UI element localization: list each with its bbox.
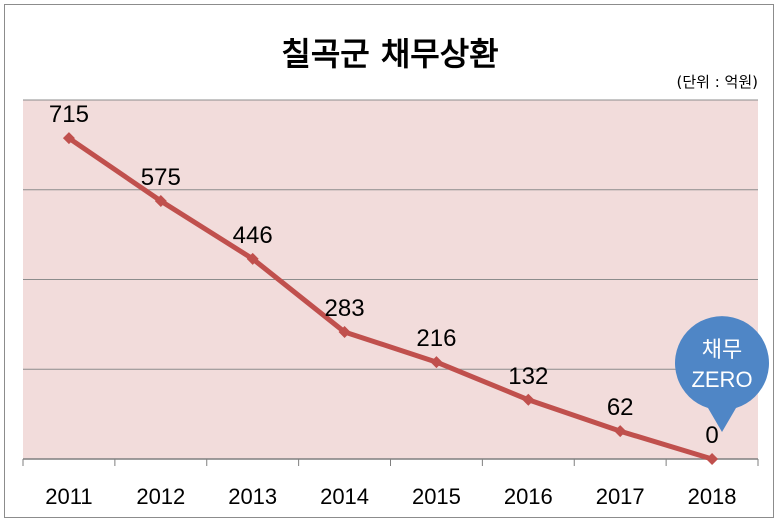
chart-title: 칠곡군 채무상환 [281,35,498,73]
data-label: 446 [233,222,273,249]
x-tick-label: 2014 [320,484,369,509]
x-tick-label: 2017 [596,484,645,509]
series-line [67,136,713,462]
data-point [430,356,443,369]
callout-line1: 채무 [702,338,742,363]
x-axis [22,458,759,466]
data-label: 62 [607,394,634,421]
data-point [706,453,719,465]
data-label: 0 [705,422,718,449]
data-point [338,326,351,339]
data-point [246,252,259,265]
callout-bubble: 채무 ZERO [675,316,769,432]
data-label: 283 [325,295,365,322]
chart-frame: 칠곡군 채무상환 (단위 : 억원) 715 575 446 283 216 132 62 0… [4,4,774,518]
x-tick-labels: 2011 2012 2013 2014 2015 2016 2017 2018 [45,484,736,509]
unit-label: (단위 : 억원) [677,73,759,91]
x-tick-label: 2015 [412,484,461,509]
data-label: 575 [141,164,181,191]
data-point [62,132,75,145]
series-markers [62,132,719,465]
callout-shape [675,316,769,432]
data-point [522,393,535,406]
x-tick-label: 2012 [136,484,185,509]
data-label: 715 [49,101,89,128]
data-point [614,425,627,438]
x-tick-label: 2013 [228,484,277,509]
chart-svg: 칠곡군 채무상환 (단위 : 억원) 715 575 446 283 216 132 62 0… [22,35,769,509]
data-label: 216 [416,325,456,352]
data-point [154,194,167,207]
x-tick-label: 2016 [504,484,553,509]
x-tick-label: 2018 [688,484,737,509]
callout-line2: ZERO [691,367,752,392]
data-labels: 715 575 446 283 216 132 62 0 [49,101,719,449]
x-tick-label: 2011 [45,484,92,509]
data-label: 132 [508,363,548,390]
